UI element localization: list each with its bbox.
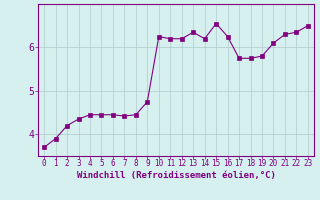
X-axis label: Windchill (Refroidissement éolien,°C): Windchill (Refroidissement éolien,°C): [76, 171, 276, 180]
